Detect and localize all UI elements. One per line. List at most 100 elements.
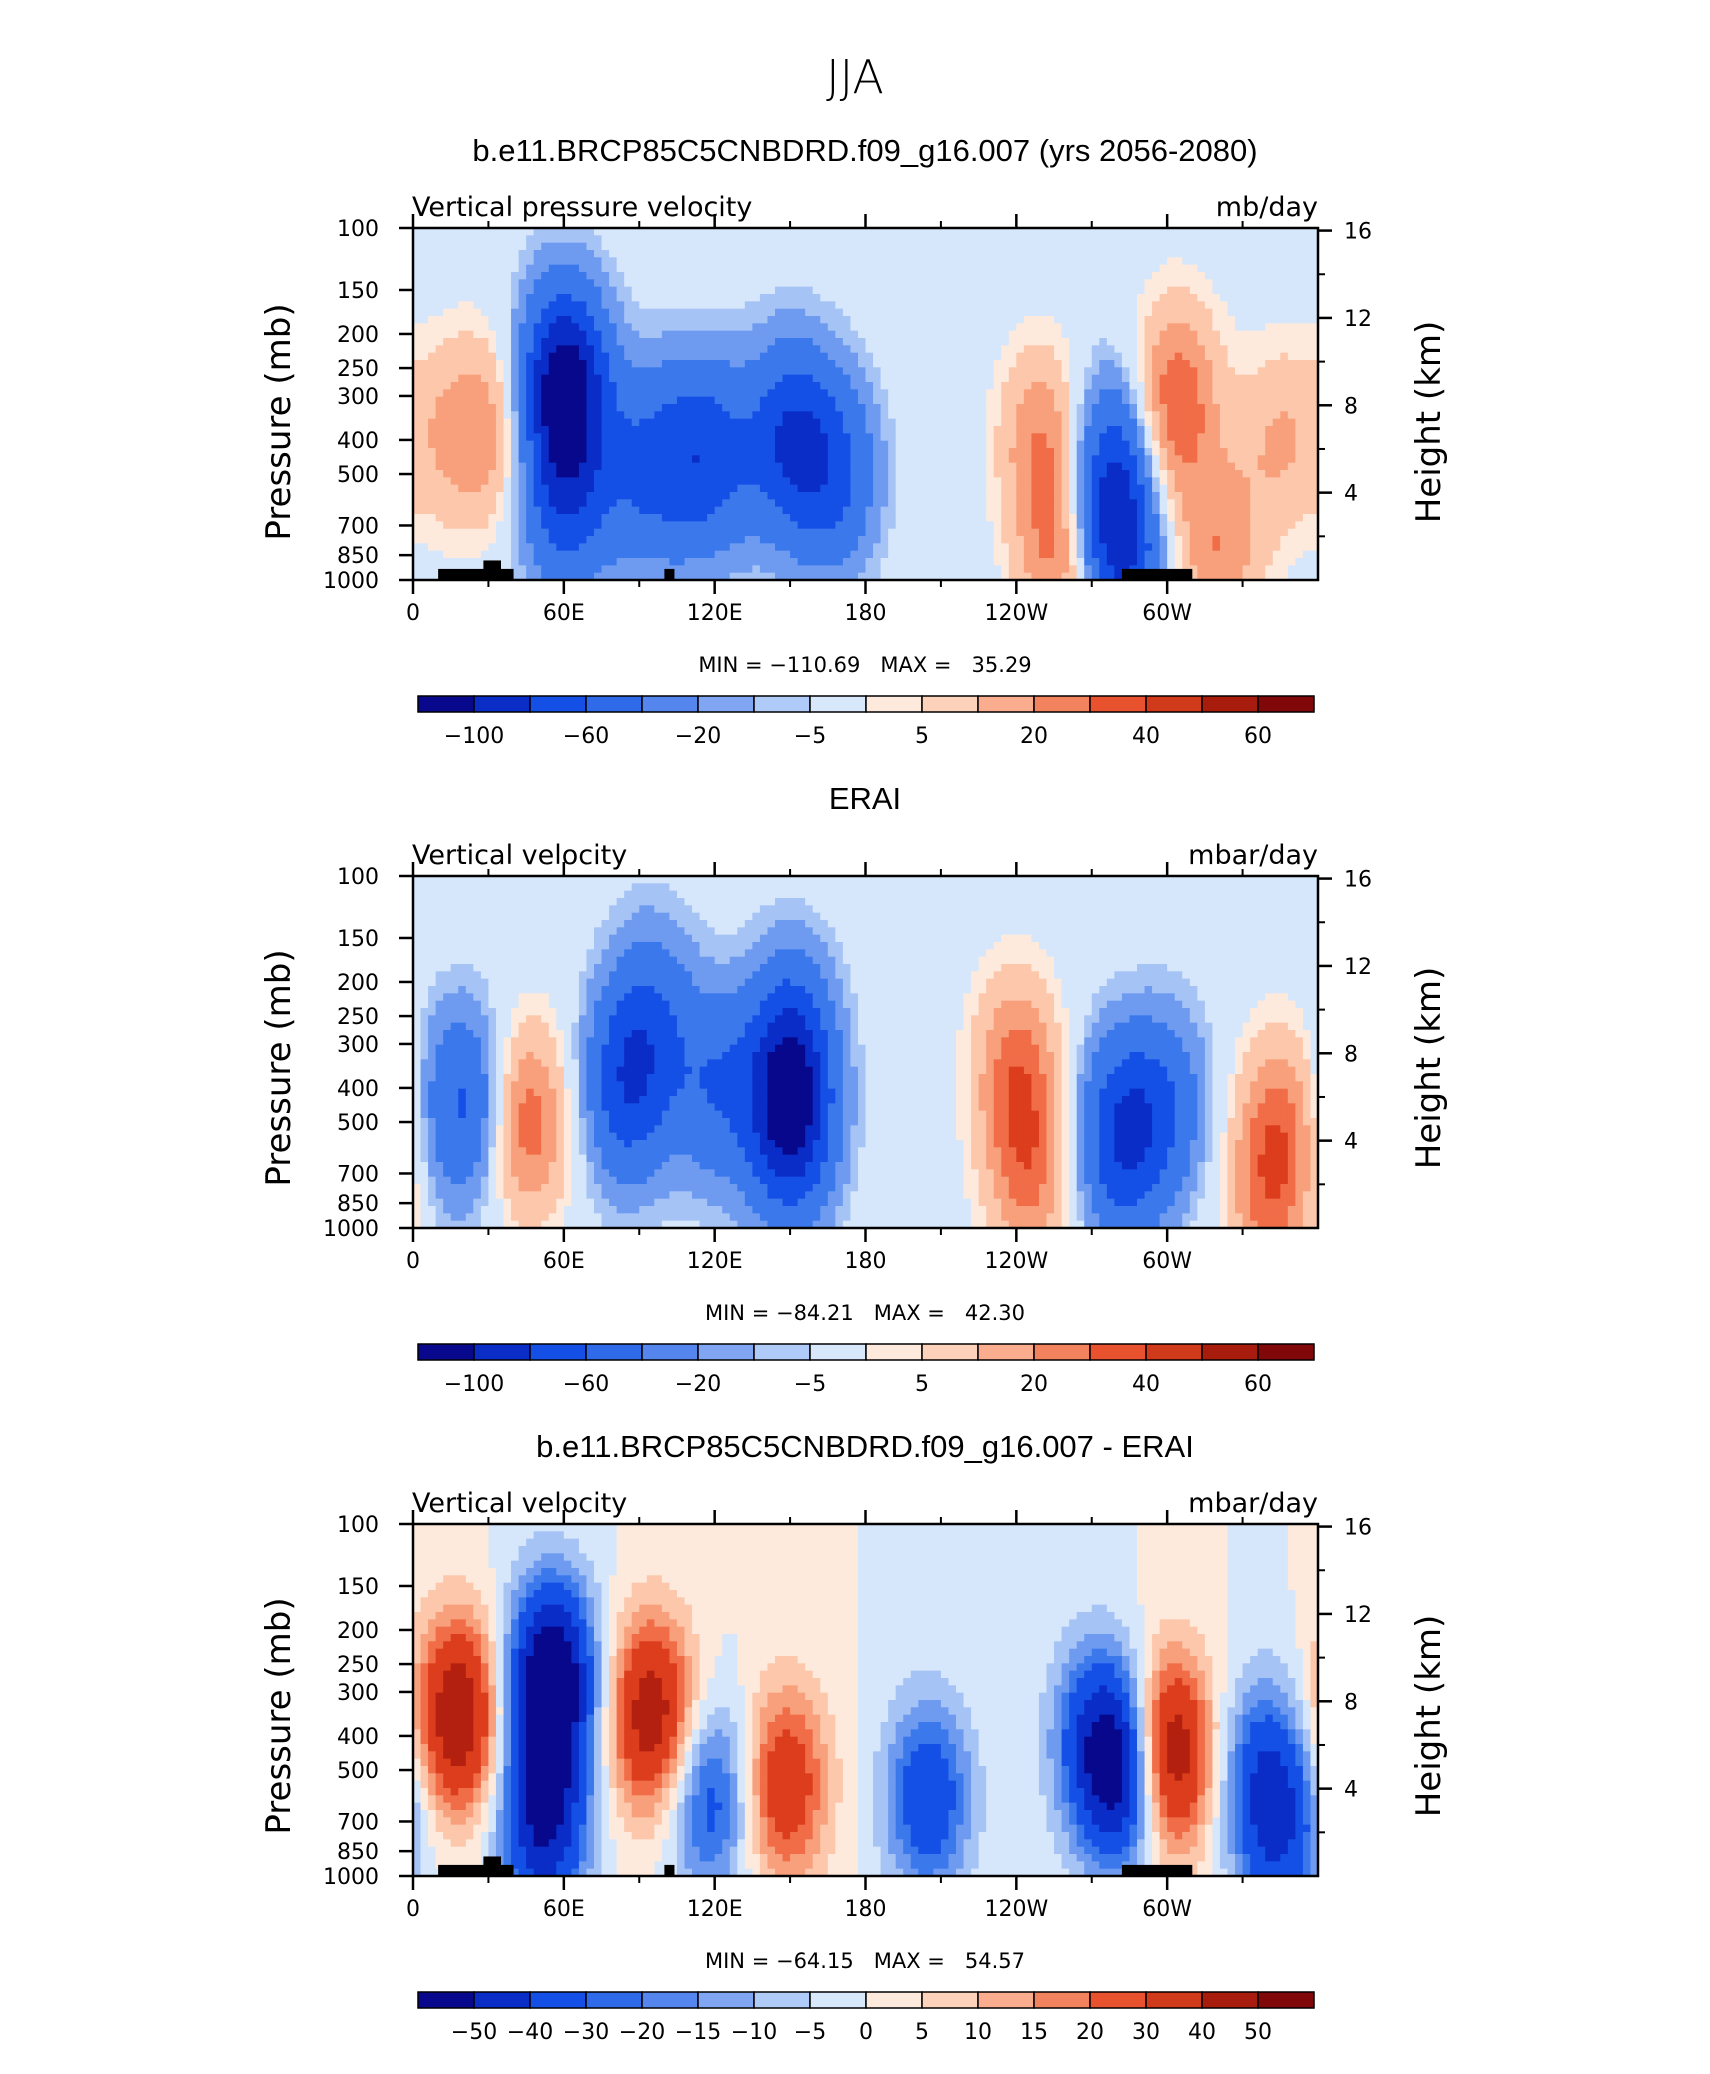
field-cell (775, 389, 784, 398)
field-cell (940, 448, 950, 456)
field-cell (548, 264, 557, 273)
field-cell (631, 477, 640, 486)
field-cell (857, 286, 867, 295)
field-cell (699, 477, 708, 486)
field-cell (714, 345, 723, 354)
field-cell (586, 235, 595, 244)
field-cell (1016, 499, 1025, 508)
field-cell (722, 352, 731, 361)
field-cell (1250, 367, 1259, 376)
field-cell (971, 345, 980, 354)
field-cell (1031, 294, 1040, 302)
field-cell (661, 521, 671, 530)
field-cell (963, 279, 972, 288)
field-cell (767, 521, 776, 530)
field-cell (790, 301, 799, 310)
field-cell (1023, 389, 1033, 398)
field-cell (797, 448, 806, 456)
field-cell (548, 411, 557, 420)
field-cell (842, 492, 852, 500)
field-cell (1235, 323, 1244, 332)
field-cell (639, 433, 648, 442)
field-cell (1242, 506, 1251, 515)
field-cell (948, 462, 957, 471)
field-cell (956, 301, 965, 310)
field-cell (1182, 418, 1191, 427)
field-cell (744, 528, 753, 537)
field-cell (707, 360, 716, 368)
field-cell (895, 470, 904, 478)
field-cell (1227, 367, 1236, 376)
field-cell (1272, 477, 1281, 486)
field-cell (624, 396, 633, 405)
field-cell (1302, 257, 1312, 266)
field-cell (993, 338, 1002, 346)
field-cell (767, 470, 776, 478)
field-cell (1106, 499, 1115, 508)
field-cell (601, 440, 610, 449)
field-cell (714, 462, 723, 471)
field-cell (526, 440, 535, 449)
field-cell (775, 257, 784, 266)
field-cell (842, 389, 852, 398)
field-cell (1242, 316, 1251, 324)
field-cell (413, 367, 422, 376)
field-cell (1280, 404, 1289, 412)
field-cell (1069, 433, 1078, 442)
field-cell (903, 506, 912, 515)
field-cell (1114, 477, 1123, 486)
field-cell (888, 294, 897, 302)
field-cell (895, 440, 904, 449)
field-cell (842, 360, 852, 368)
field-cell (1001, 308, 1010, 317)
field-cell (775, 286, 784, 295)
field-cell (1152, 301, 1161, 310)
field-cell (820, 345, 829, 354)
field-cell (1287, 389, 1296, 398)
field-cell (465, 338, 474, 346)
field-cell (631, 470, 640, 478)
field-cell (956, 492, 965, 500)
field-cell (1001, 272, 1010, 280)
field-cell (1114, 279, 1123, 288)
field-cell (473, 235, 482, 244)
field-cell (473, 250, 482, 258)
field-cell (948, 235, 957, 244)
field-cell (1046, 514, 1055, 522)
field-cell (986, 374, 995, 383)
field-cell (805, 528, 814, 537)
field-cell (639, 272, 648, 280)
field-cell (1061, 426, 1070, 434)
field-cell (963, 470, 972, 478)
field-cell (1137, 264, 1146, 273)
field-cell (661, 235, 671, 244)
field-cell (684, 396, 693, 405)
field-cell (639, 374, 648, 383)
field-cell (1310, 330, 1318, 339)
field-cell (842, 396, 852, 405)
field-cell (526, 506, 535, 515)
field-cell (458, 418, 467, 427)
field-cell (918, 477, 927, 486)
field-cell (820, 514, 829, 522)
field-cell (759, 286, 769, 295)
field-cell (669, 330, 678, 339)
field-cell (1302, 448, 1312, 456)
field-cell (1204, 470, 1214, 478)
field-cell (1144, 389, 1153, 398)
field-cell (1287, 440, 1296, 449)
field-cell (676, 279, 686, 288)
field-cell (873, 301, 882, 310)
field-cell (767, 374, 776, 383)
field-cell (1197, 360, 1206, 368)
field-cell (888, 499, 897, 508)
field-cell (1174, 404, 1183, 412)
field-cell (443, 308, 452, 317)
field-cell (790, 433, 799, 442)
field-cell (1242, 242, 1251, 251)
field-cell (1302, 360, 1312, 368)
field-cell (503, 264, 512, 273)
field-cell (1182, 257, 1191, 266)
field-cell (1302, 228, 1312, 236)
field-cell (812, 250, 821, 258)
